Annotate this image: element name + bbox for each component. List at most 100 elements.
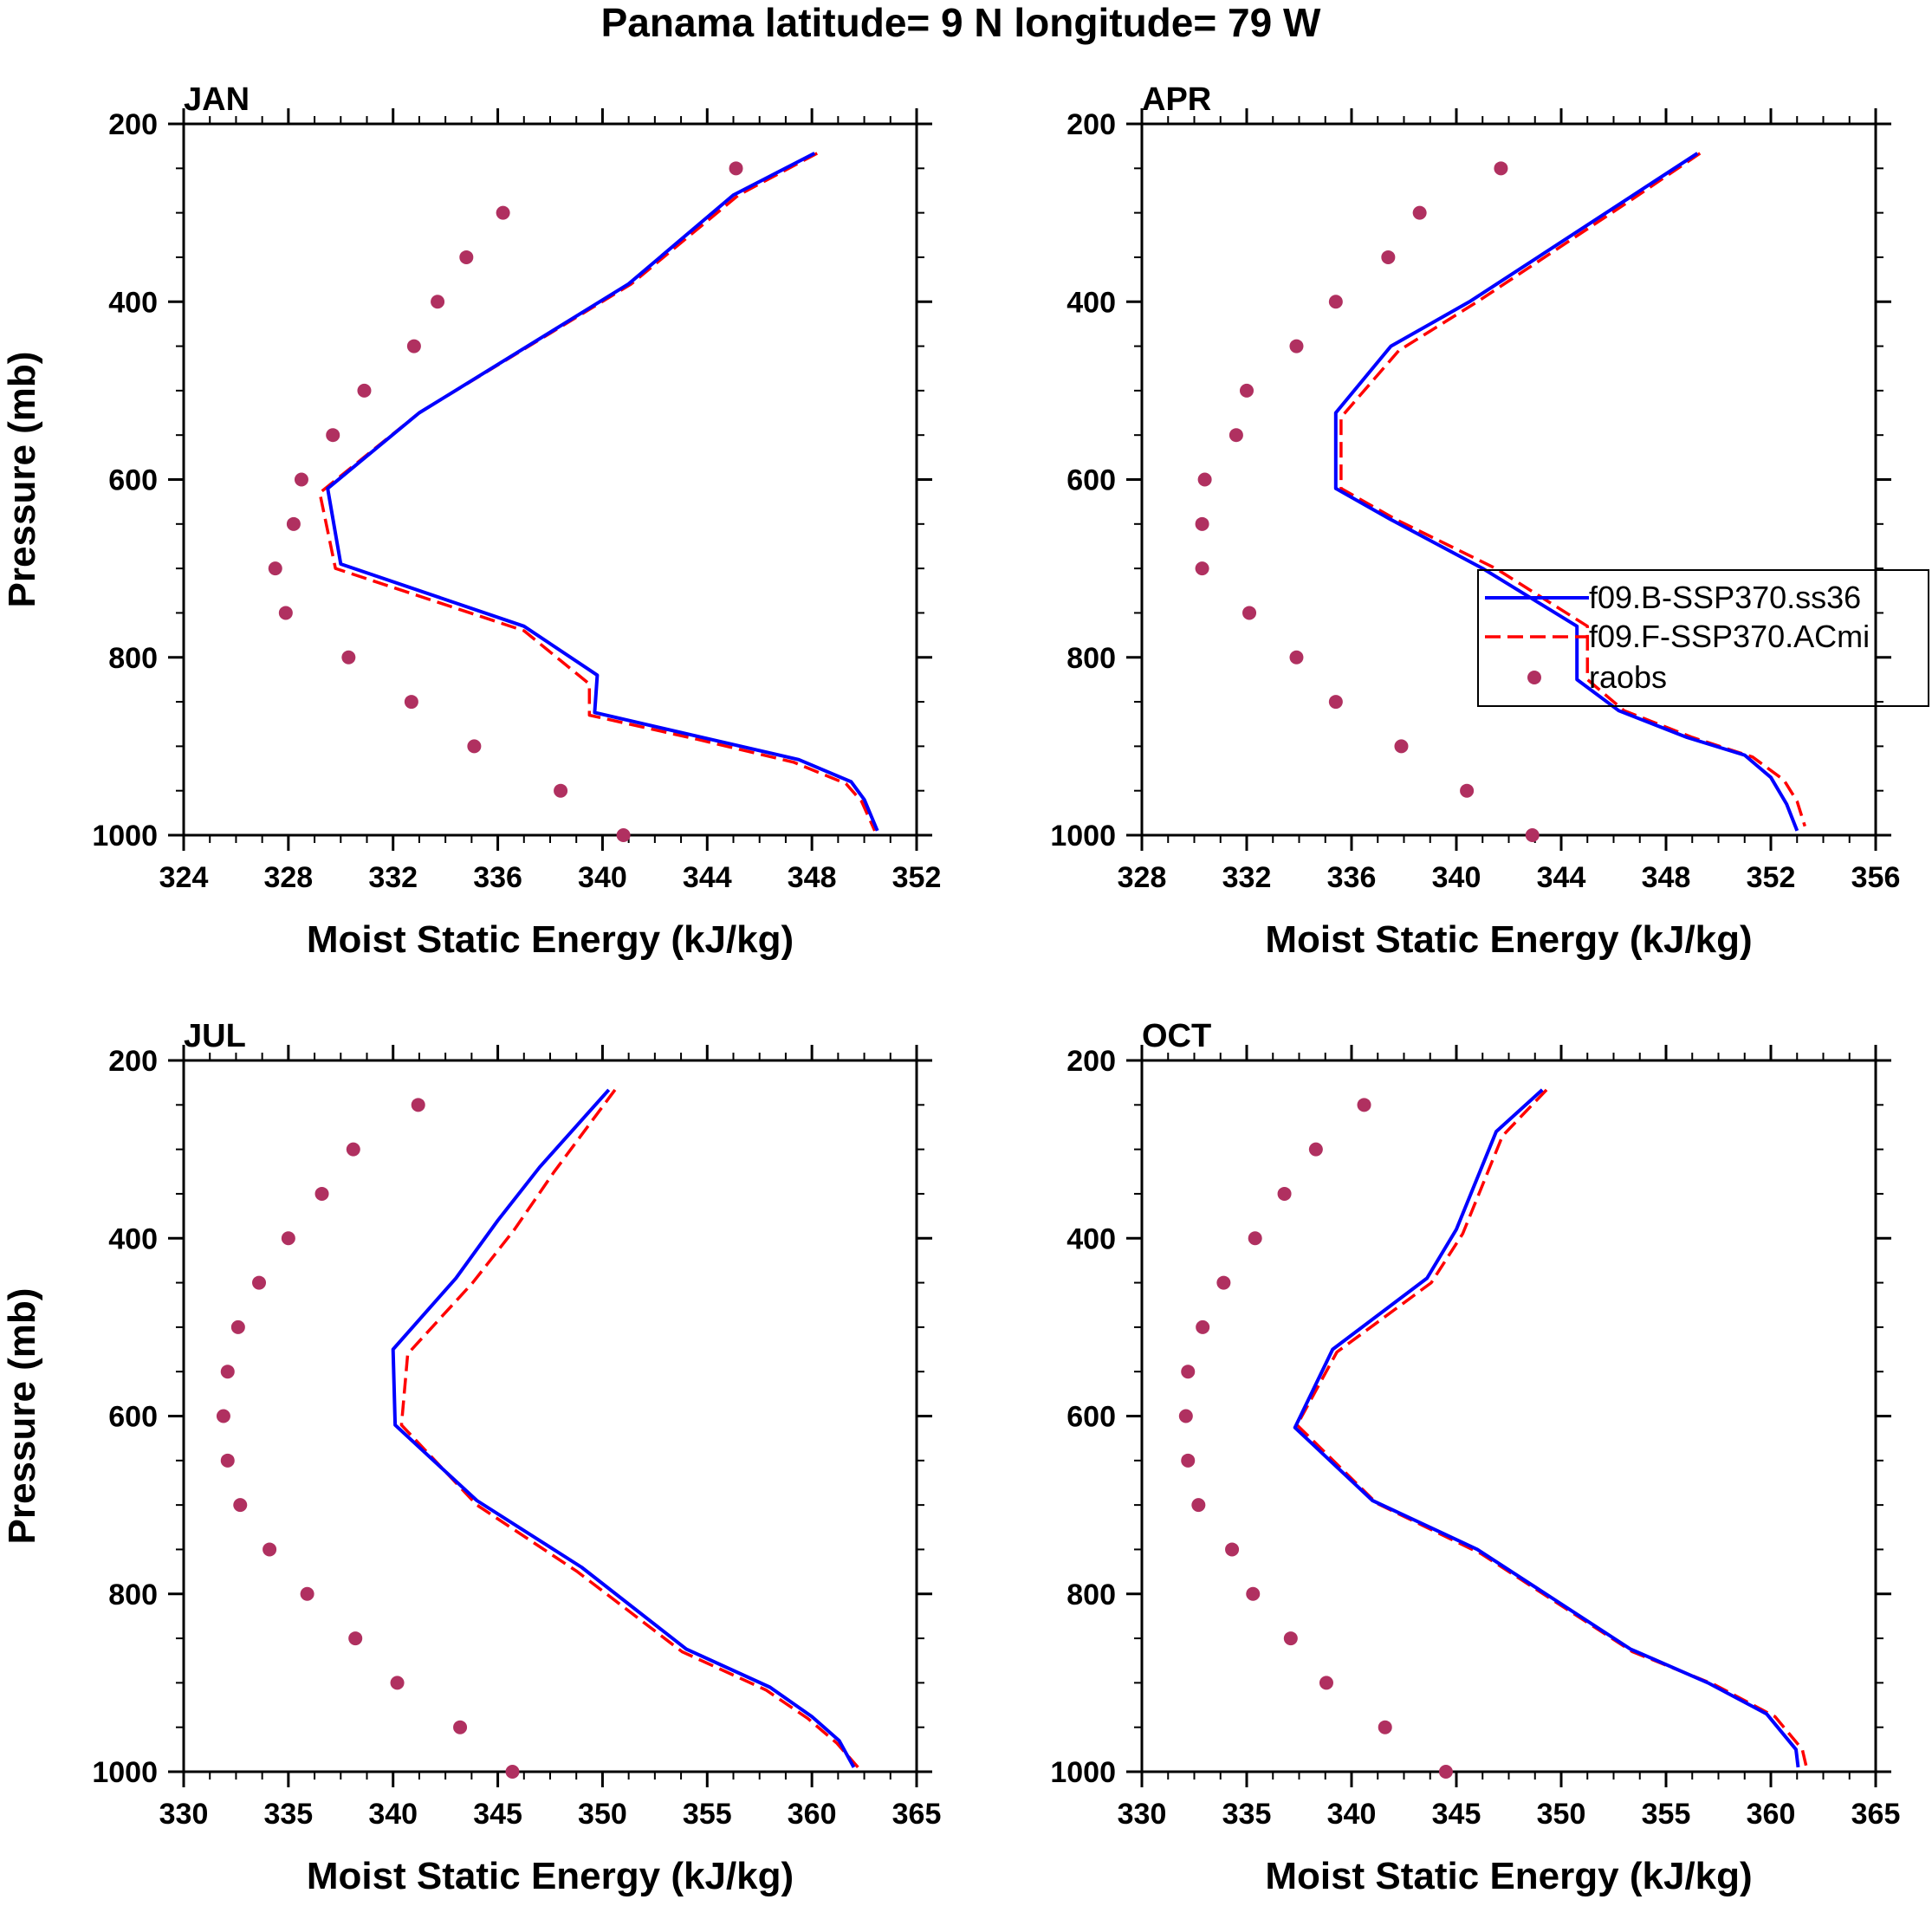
raobs-point — [314, 1186, 329, 1201]
series-line-f-ssp370 — [1339, 152, 1806, 827]
raobs-point — [1460, 783, 1475, 798]
raobs-point — [1191, 1498, 1206, 1513]
x-tick-label: 355 — [1642, 1798, 1691, 1831]
raobs-point — [390, 1676, 405, 1690]
x-tick-label: 348 — [1642, 861, 1691, 894]
raobs-point — [554, 783, 568, 798]
x-tick-label: 365 — [892, 1798, 942, 1831]
x-tick-label: 348 — [788, 861, 837, 894]
raobs-point — [300, 1586, 314, 1601]
raobs-point — [326, 428, 340, 443]
raobs-point — [1240, 383, 1254, 398]
y-tick-label: 1000 — [92, 1756, 158, 1789]
raobs-point — [286, 516, 301, 531]
x-tick-label: 350 — [578, 1798, 627, 1831]
x-tick-label: 365 — [1851, 1798, 1901, 1831]
x-tick-label: 330 — [1118, 1798, 1167, 1831]
x-tick-label: 332 — [368, 861, 418, 894]
x-tick-label: 345 — [473, 1798, 522, 1831]
raobs-point — [1229, 428, 1243, 443]
x-tick-label: 340 — [1432, 861, 1481, 894]
x-tick-label: 336 — [1327, 861, 1377, 894]
panel-title: JAN — [184, 81, 250, 118]
x-tick-label: 340 — [1327, 1798, 1377, 1831]
y-tick-label: 200 — [1066, 108, 1116, 141]
raobs-point — [263, 1542, 277, 1557]
raobs-point — [1289, 650, 1304, 665]
y-tick-label: 400 — [1066, 286, 1116, 319]
raobs-point — [357, 383, 372, 398]
plot-frame — [1140, 122, 1877, 837]
raobs-point — [1225, 1542, 1240, 1557]
raobs-point — [1494, 161, 1508, 176]
raobs-point — [220, 1453, 235, 1468]
raobs-point — [294, 472, 308, 487]
x-tick-label: 360 — [1747, 1798, 1796, 1831]
x-tick-label: 332 — [1222, 861, 1272, 894]
y-tick-label: 800 — [108, 1579, 158, 1611]
panel-jan: JAN 324 328 332 336 340 344 348 352 200 400 600 800 1… — [1, 81, 941, 961]
raobs-point — [1195, 561, 1209, 576]
x-tick-label: 330 — [159, 1798, 209, 1831]
raobs-point — [1328, 295, 1343, 309]
series-line-f-ssp370 — [318, 152, 877, 832]
raobs-point — [1181, 1453, 1196, 1468]
raobs-point — [1197, 472, 1212, 487]
raobs-point — [1216, 1275, 1231, 1290]
raobs-point — [278, 606, 293, 620]
raobs-point — [1283, 1631, 1298, 1646]
x-tick-label: 324 — [159, 861, 209, 894]
plot-frame — [1140, 1059, 1877, 1773]
raobs-point — [268, 561, 282, 576]
x-axis-label: Moist Static Energy (kJ/kg) — [307, 918, 794, 961]
y-tick-label: 600 — [1066, 464, 1116, 497]
raobs-point — [348, 1631, 363, 1646]
raobs-point — [341, 650, 356, 665]
y-tick-label: 1000 — [1050, 820, 1116, 853]
x-tick-label: 335 — [1222, 1798, 1272, 1831]
panel-title: APR — [1142, 81, 1211, 118]
series-line-b-ssp370 — [326, 152, 879, 832]
panel-jul: JUL 330 335 340 345 350 355 360 365 200 400 600 800 1… — [1, 1018, 941, 1897]
raobs-point — [616, 828, 631, 842]
x-axis-label: Moist Static Energy (kJ/kg) — [1265, 918, 1752, 961]
raobs-point — [467, 739, 482, 754]
legend-label: f09.B-SSP370.ss36 — [1589, 580, 1861, 615]
plot-frame — [182, 1059, 918, 1773]
raobs-point — [431, 295, 445, 309]
raobs-point — [1248, 1231, 1262, 1246]
x-tick-label: 355 — [683, 1798, 732, 1831]
x-tick-label: 360 — [788, 1798, 837, 1831]
panel-title: OCT — [1142, 1018, 1211, 1054]
raobs-point — [252, 1275, 267, 1290]
raobs-point — [1178, 1409, 1193, 1423]
y-axis-label: Pressure (mb) — [1, 352, 43, 608]
y-axis-label: Pressure (mb) — [1, 1288, 43, 1545]
x-tick-label: 350 — [1537, 1798, 1586, 1831]
x-axis-label: Moist Static Energy (kJ/kg) — [307, 1855, 794, 1897]
raobs-point — [1195, 516, 1209, 531]
x-tick-label: 344 — [1537, 861, 1586, 894]
y-tick-label: 1000 — [1050, 1756, 1116, 1789]
y-tick-label: 600 — [1066, 1401, 1116, 1434]
series-line-f-ssp370 — [1295, 1088, 1808, 1768]
y-tick-label: 400 — [1066, 1222, 1116, 1255]
raobs-point — [1328, 695, 1343, 710]
raobs-point — [496, 205, 510, 220]
raobs-point — [1378, 1720, 1392, 1734]
raobs-point — [1525, 828, 1540, 842]
raobs-point — [220, 1365, 235, 1379]
raobs-point — [1394, 739, 1409, 754]
legend-marker-raobs — [1527, 671, 1541, 684]
y-tick-label: 800 — [108, 642, 158, 675]
raobs-point — [230, 1319, 245, 1334]
raobs-point — [729, 161, 743, 176]
raobs-point — [1181, 1365, 1196, 1379]
raobs-point — [1357, 1098, 1371, 1112]
x-axis-label: Moist Static Energy (kJ/kg) — [1265, 1855, 1752, 1897]
panel-apr: APR 328 332 336 340 344 348 352 356 200 400 600 800 1… — [1050, 81, 1900, 961]
x-tick-label: 335 — [263, 1798, 313, 1831]
y-tick-label: 400 — [108, 286, 158, 319]
x-tick-label: 356 — [1851, 861, 1901, 894]
